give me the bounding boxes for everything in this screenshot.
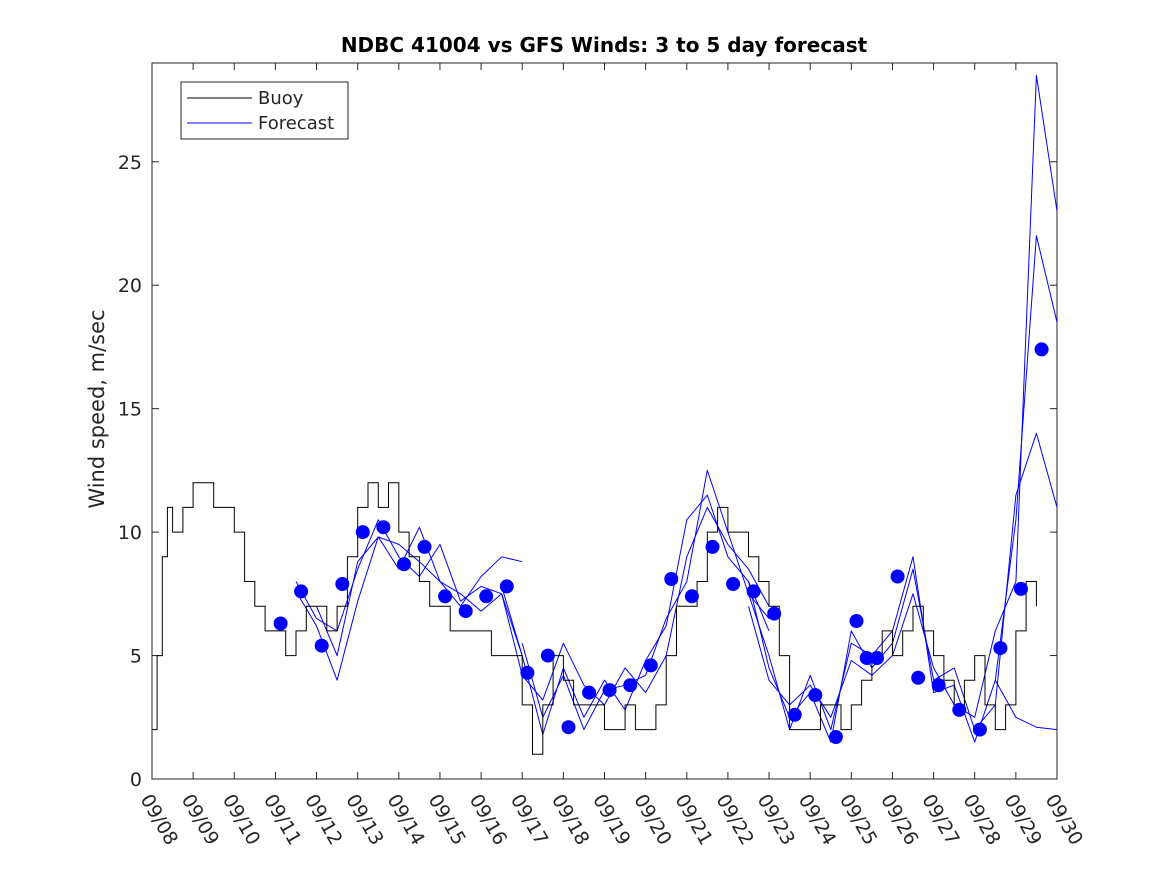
forecast-marker [355,525,370,540]
y-axis: 0 5 10 15 20 25 [118,152,1057,791]
y-tick-label: 25 [118,152,142,174]
forecast-markers [273,342,1049,744]
forecast-line [316,526,523,657]
forecast-marker [499,579,514,594]
legend: Buoy Forecast [180,81,349,140]
forecast-marker [417,539,432,554]
forecast-marker [993,641,1008,656]
forecast-line [295,519,502,632]
y-tick-label: 5 [130,646,142,668]
plot-area [151,62,1058,780]
y-tick-label: 10 [118,522,142,544]
forecast-marker [684,589,699,604]
forecast-marker [335,577,350,591]
legend-box [180,81,349,140]
forecast-marker [972,722,987,737]
forecast-marker [643,658,658,673]
forecast-marker [397,557,411,572]
forecast-marker [582,685,597,700]
forecast-marker [664,572,679,586]
y-tick-label: 0 [130,769,142,791]
legend-forecast-label: Forecast [258,113,334,134]
forecast-marker [458,604,473,619]
forecast-marker [859,651,874,665]
y-tick-label: 20 [118,275,142,297]
legend-buoy-label: Buoy [258,88,304,109]
forecast-marker [952,702,967,717]
buoy-line [152,482,1037,755]
forecast-marker [479,589,494,604]
forecast-marker [787,707,802,722]
forecast-marker [438,589,453,604]
y-tick-label: 15 [118,399,142,421]
forecast-marker [705,539,720,554]
forecast-marker [726,577,741,591]
forecast-line [994,679,1058,731]
forecast-marker [849,614,864,628]
forecast-marker [746,584,761,599]
forecast-marker [931,678,946,693]
forecast-marker [808,688,823,703]
forecast-marker [870,651,884,665]
forecast-marker [273,616,288,631]
forecast-marker [314,638,329,653]
forecast-marker [294,584,309,599]
forecast-marker [890,569,905,584]
forecast-marker [1034,342,1049,357]
forecast-marker [561,720,576,735]
forecast-line [748,74,1058,718]
forecast-marker [828,730,843,744]
forecast-marker [767,606,782,621]
forecast-marker [623,678,638,693]
forecast-marker [911,670,926,685]
forecast-marker [540,648,555,663]
forecast-line [748,235,1058,743]
chart-title: NDBC 41004 vs GFS Winds: 3 to 5 day fore… [341,33,868,57]
forecast-marker [376,520,391,535]
forecast-marker [520,665,535,680]
y-axis-label: Wind speed, m/sec [85,309,109,508]
forecast-marker [1014,581,1028,596]
forecast-marker [602,683,617,698]
